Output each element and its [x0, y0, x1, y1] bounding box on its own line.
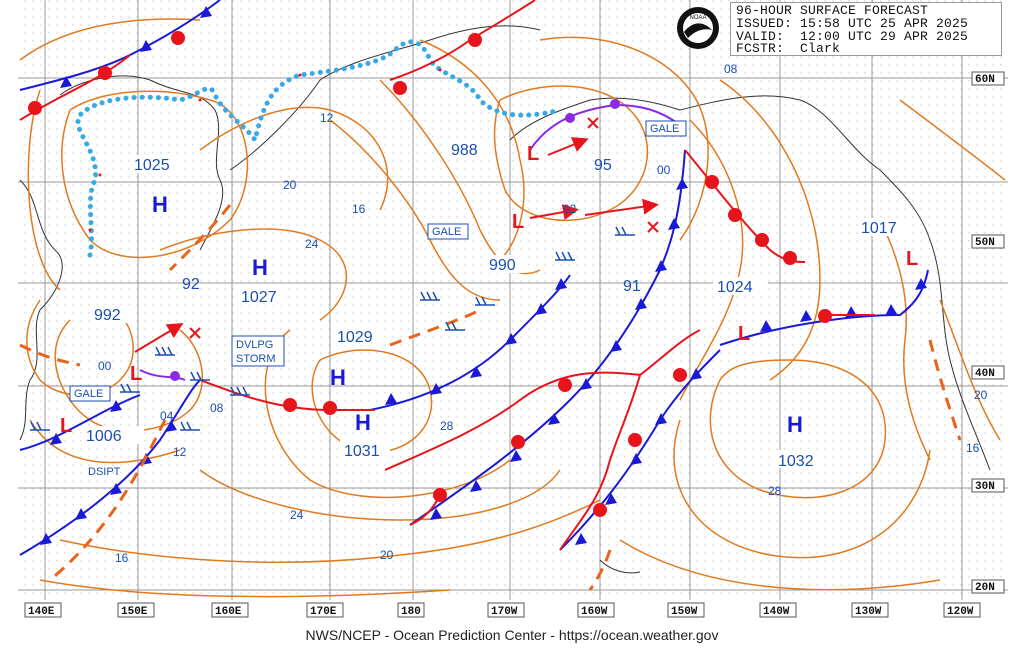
high-pressure-value: 1032 — [778, 453, 814, 470]
low-center: L — [130, 363, 142, 385]
high-pressure-value: 1031 — [344, 443, 380, 460]
isobar-label: 24 — [290, 508, 304, 522]
storm-warning: STORM — [236, 353, 276, 365]
valid-time: VALID: 12:00 UTC 29 APR 2025 — [736, 29, 969, 44]
isobar-label: 20 — [974, 388, 988, 402]
high-center-1027: H — [252, 255, 268, 280]
ice-edge — [75, 39, 563, 258]
low-pressure-value: 992 — [94, 307, 121, 324]
svg-text:NOAA: NOAA — [689, 15, 706, 21]
low-pressure-value: 1024 — [717, 279, 753, 296]
lon-label-120w: 120W — [947, 606, 974, 618]
isobar-label: 08 — [724, 62, 738, 76]
low-pressure-value: 988 — [451, 142, 478, 159]
coastlines — [19, 25, 991, 574]
lat-label-40n: 40N — [975, 368, 995, 380]
lat-lon-grid — [18, 0, 1008, 600]
lon-label-150w: 150W — [671, 606, 698, 618]
motion-arrows — [134, 137, 659, 353]
low-pressure-value: 1017 — [861, 220, 897, 237]
lat-label-60n: 60N — [975, 74, 995, 86]
noaa-logo: NOAA — [676, 6, 720, 50]
isobar-label: 20 — [380, 548, 394, 562]
trough-lines — [19, 204, 962, 591]
gale-warning: GALE — [432, 226, 461, 238]
high-center-1025: H — [152, 192, 168, 217]
lon-label-140e: 140E — [28, 606, 55, 618]
high-center-1032: H — [787, 412, 803, 437]
isobar-label: 20 — [283, 178, 297, 192]
lon-label-160w: 160W — [581, 606, 608, 618]
future-positions — [189, 117, 659, 339]
lon-label-140w: 140W — [763, 606, 790, 618]
lon-label-170e: 170E — [310, 606, 337, 618]
lon-label-150e: 150E — [121, 606, 148, 618]
footer-credit: NWS/NCEP - Ocean Prediction Center - htt… — [305, 627, 719, 643]
isobar-label: 16 — [115, 551, 129, 565]
low-center: L — [60, 415, 72, 437]
lat-label-20n: 20N — [975, 582, 995, 594]
lat-label-50n: 50N — [975, 237, 995, 249]
low-center: L — [527, 143, 539, 165]
forecast-info-box — [730, 2, 1002, 56]
longitude-labels: 140E 150E 160E 170E 180 170W 160W 150W 1… — [24, 602, 981, 618]
high-center-1029: H — [330, 365, 346, 390]
isobar-label: 95 — [594, 157, 612, 174]
ice-edge-red-dots — [88, 68, 442, 232]
isobar-label: 12 — [320, 111, 334, 125]
map-labels: .lat { font: bold 11px "Liberation Mono"… — [24, 62, 1005, 618]
isobar-label: 28 — [768, 484, 782, 498]
high-pressure-value: 1025 — [134, 157, 170, 174]
lat-label-30n: 30N — [975, 481, 995, 493]
cold-front-barbs — [40, 6, 927, 545]
isobar-label: 91 — [623, 278, 641, 295]
isobar-label: 1029 — [337, 329, 373, 346]
low-center: L — [906, 248, 918, 270]
lon-label-170w: 170W — [491, 606, 518, 618]
warm-front-bumps — [28, 31, 832, 517]
issued-time: ISSUED: 15:58 UTC 25 APR 2025 — [736, 16, 969, 31]
isobar-label: 92 — [563, 202, 577, 216]
isobar-label: 08 — [210, 401, 224, 415]
wind-barbs — [30, 226, 635, 431]
isobar-label: 24 — [305, 237, 319, 251]
isobar-label: 16 — [966, 441, 980, 455]
isobar-label: 92 — [182, 276, 200, 293]
isobar-label: 00 — [657, 163, 671, 177]
dissipating-label: DSIPT — [88, 466, 121, 478]
lon-label-180: 180 — [401, 606, 421, 618]
isobar-label: 04 — [160, 409, 174, 423]
forecaster: FCSTR: Clark — [736, 41, 841, 56]
isobar-label: 00 — [98, 359, 112, 373]
isobar-label: 12 — [173, 445, 187, 459]
forecast-title: 96-HOUR SURFACE FORECAST — [736, 3, 929, 18]
surface-forecast-map — [18, 0, 1008, 600]
high-pressure-value: 1027 — [241, 289, 277, 306]
high-center-1031: H — [355, 410, 371, 435]
gale-warning: GALE — [650, 123, 679, 135]
low-pressure-value: 990 — [489, 257, 516, 274]
low-center: L — [738, 323, 750, 345]
isobar-label: 16 — [352, 202, 366, 216]
lon-label-130w: 130W — [855, 606, 882, 618]
lon-label-160e: 160E — [215, 606, 242, 618]
gale-warning: GALE — [74, 388, 103, 400]
low-center: L — [512, 211, 524, 233]
low-pressure-value: 1006 — [86, 428, 122, 445]
isobar-label: 28 — [440, 419, 454, 433]
developing-label: DVLPG — [236, 339, 273, 351]
